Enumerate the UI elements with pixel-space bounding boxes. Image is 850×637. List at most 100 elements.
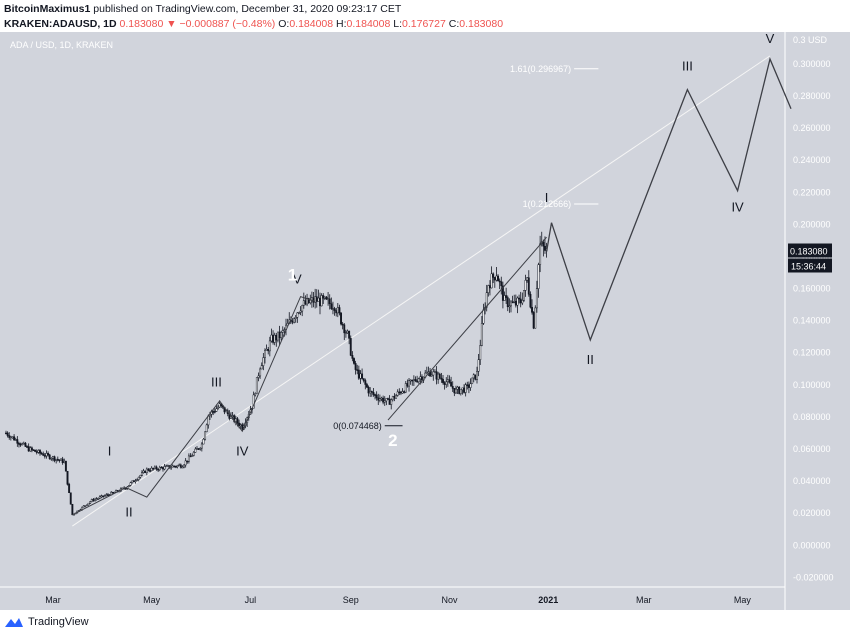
- candle-body: [469, 383, 472, 388]
- candle-body: [476, 371, 478, 380]
- candle-body: [479, 345, 482, 360]
- candle-body: [257, 375, 260, 378]
- candle-body: [189, 455, 192, 458]
- symbol-label: KRAKEN:ADAUSD, 1D: [4, 18, 117, 30]
- candle-body: [348, 330, 351, 339]
- candle-body: [370, 390, 373, 393]
- candle-body: [398, 391, 401, 394]
- candle-body: [157, 468, 160, 471]
- candle-body: [380, 397, 383, 400]
- candle-body: [390, 399, 393, 405]
- y-tick-label: 0.240000: [793, 155, 831, 165]
- candle-body: [139, 475, 142, 478]
- candle-body: [66, 470, 69, 485]
- candle-body: [406, 383, 409, 387]
- candle-body: [497, 275, 499, 282]
- publish-info: BitcoinMaximus1 published on TradingView…: [4, 3, 401, 15]
- candle-body: [464, 384, 467, 393]
- fib-level-label: 1.61(0.296967): [510, 64, 571, 74]
- candle-body: [155, 466, 158, 470]
- channel-line: [72, 55, 771, 527]
- candle-body: [374, 394, 376, 396]
- candle-body: [417, 378, 420, 382]
- wave-degree-label: 1: [288, 266, 297, 285]
- candle-body: [27, 446, 30, 452]
- candle-body: [375, 394, 378, 399]
- candle-body: [338, 307, 341, 314]
- candle-body: [435, 371, 438, 380]
- candle-body: [312, 297, 315, 303]
- candle-body: [150, 467, 153, 471]
- candle-body: [372, 392, 375, 395]
- candle-body: [331, 308, 334, 310]
- candle-body: [254, 393, 257, 396]
- candle-body: [145, 468, 148, 474]
- candle-body: [453, 388, 456, 394]
- candle-body: [298, 312, 300, 314]
- candle-body: [132, 480, 135, 483]
- candle-body: [534, 307, 537, 329]
- candle-body: [19, 443, 22, 446]
- countdown-label: 15:36:44: [791, 261, 826, 271]
- candle-body: [482, 309, 485, 324]
- candle-body: [30, 447, 33, 450]
- candle-body: [351, 355, 354, 359]
- candle-body: [32, 449, 35, 451]
- candle-body: [45, 453, 48, 457]
- candle-body: [433, 371, 436, 373]
- fib-level-label: 0(0.074468): [333, 421, 382, 431]
- candle-body: [296, 312, 299, 318]
- tradingview-footer[interactable]: TradingView: [4, 616, 89, 628]
- candle-body: [179, 464, 182, 468]
- wave-degree-label: 3: [765, 32, 774, 33]
- y-tick-label: 0.000000: [793, 540, 831, 550]
- candle-body: [8, 435, 11, 438]
- plot-area: [0, 32, 785, 610]
- candle-body: [192, 452, 195, 456]
- candle-body: [459, 389, 462, 394]
- candle-body: [128, 485, 130, 488]
- candle-body: [217, 406, 219, 409]
- candle-body: [98, 496, 101, 499]
- wave-1-path: [72, 295, 316, 516]
- candle-body: [11, 436, 14, 438]
- candle-body: [56, 458, 59, 461]
- candle-body: [281, 330, 284, 333]
- candle-body: [356, 369, 359, 371]
- candle-body: [383, 400, 386, 403]
- candle-body: [278, 331, 281, 339]
- price-chart[interactable]: ADA / USD, 1D, KRAKEN 0.300000 0.280000 0.2…: [0, 32, 850, 610]
- candle-body: [51, 456, 54, 459]
- candle-body: [238, 422, 241, 427]
- wave-label: III: [682, 58, 693, 73]
- candle-body: [367, 386, 370, 394]
- candle-body: [430, 374, 433, 377]
- candle-body: [503, 295, 506, 301]
- candle-body: [147, 468, 150, 471]
- candle-body: [466, 384, 469, 386]
- candle-body: [163, 466, 166, 470]
- candle-body: [322, 295, 325, 299]
- countdown-tag: [788, 258, 832, 273]
- candle-body: [335, 310, 338, 314]
- ohlc-open: 0.184008: [289, 18, 334, 30]
- projection-path: [545, 57, 792, 342]
- candle-body: [535, 288, 538, 309]
- author-name[interactable]: BitcoinMaximus1: [4, 3, 91, 15]
- candle-body: [518, 297, 521, 300]
- candle-body: [488, 285, 491, 289]
- candle-body: [205, 424, 208, 433]
- candle-body: [21, 443, 24, 446]
- candle-body: [236, 418, 239, 424]
- candle-body: [364, 380, 367, 385]
- candle-body: [510, 301, 512, 307]
- candle-body: [341, 323, 344, 326]
- candle-body: [451, 386, 454, 389]
- candle-body: [456, 386, 459, 390]
- candle-body: [396, 391, 399, 396]
- candle-body: [69, 492, 72, 505]
- candle-body: [349, 338, 352, 356]
- candle-body: [425, 372, 428, 374]
- candle-body: [187, 455, 190, 462]
- y-tick-label: -0.020000: [793, 572, 834, 582]
